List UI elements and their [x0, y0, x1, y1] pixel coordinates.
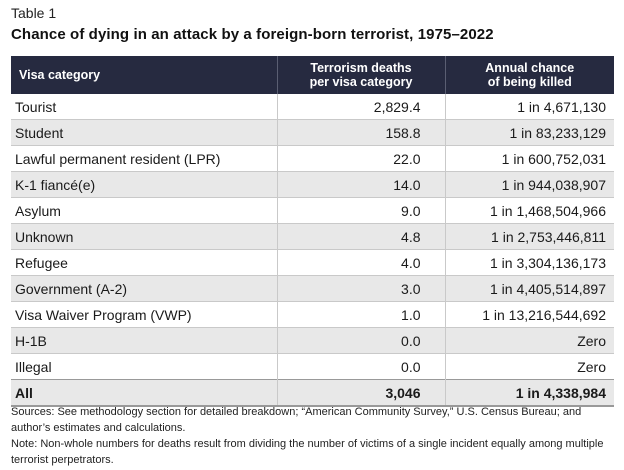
header-terrorism-deaths: Terrorism deaths per visa category	[276, 56, 445, 94]
cell-chance: 1 in 2,753,446,811	[444, 223, 614, 250]
cell-chance: 1 in 600,752,031	[444, 145, 614, 172]
table-row: Unknown 4.8 1 in 2,753,446,811	[11, 223, 614, 250]
cell-deaths: 2,829.4	[276, 94, 445, 120]
cell-chance: 1 in 4,671,130	[444, 94, 614, 120]
table-notes: Sources: See methodology section for det…	[11, 404, 617, 468]
cell-category: H-1B	[11, 327, 277, 354]
header-visa-category: Visa category	[11, 56, 277, 94]
cell-deaths: 4.8	[276, 223, 445, 250]
table-row: Government (A-2) 3.0 1 in 4,405,514,897	[11, 275, 614, 302]
table-title: Chance of dying in an attack by a foreig…	[11, 26, 494, 43]
header-deaths-line1: Terrorism deaths	[310, 61, 412, 75]
header-annual-chance: Annual chance of being killed	[444, 56, 614, 94]
sources-note: Sources: See methodology section for det…	[11, 406, 582, 434]
table-row: K-1 fiancé(e) 14.0 1 in 944,038,907	[11, 171, 614, 198]
cell-category: K-1 fiancé(e)	[11, 171, 277, 198]
table-row: Student 158.8 1 in 83,233,129	[11, 119, 614, 146]
cell-chance: 1 in 4,405,514,897	[444, 275, 614, 302]
cell-deaths: 158.8	[276, 119, 445, 146]
cell-chance: 1 in 83,233,129	[444, 119, 614, 146]
table-row: Lawful permanent resident (LPR) 22.0 1 i…	[11, 145, 614, 172]
header-chance-line1: Annual chance	[485, 61, 575, 75]
table-row: Refugee 4.0 1 in 3,304,136,173	[11, 249, 614, 276]
total-deaths: 3,046	[276, 379, 445, 407]
table-row: Visa Waiver Program (VWP) 1.0 1 in 13,21…	[11, 301, 614, 328]
table-row: Illegal 0.0 Zero	[11, 353, 614, 380]
cell-deaths: 4.0	[276, 249, 445, 276]
cell-category: Refugee	[11, 249, 277, 276]
cell-category: Asylum	[11, 197, 277, 224]
methodology-note: Note: Non-whole numbers for deaths resul…	[11, 438, 604, 466]
total-category: All	[11, 379, 277, 407]
cell-chance: 1 in 944,038,907	[444, 171, 614, 198]
cell-chance: Zero	[444, 353, 614, 380]
total-row: All 3,046 1 in 4,338,984	[11, 379, 614, 407]
header-deaths-line2: per visa category	[309, 75, 413, 89]
cell-category: Visa Waiver Program (VWP)	[11, 301, 277, 328]
cell-deaths: 22.0	[276, 145, 445, 172]
header-row: Visa category Terrorism deaths per visa …	[11, 56, 614, 94]
cell-deaths: 14.0	[276, 171, 445, 198]
table-row: Tourist 2,829.4 1 in 4,671,130	[11, 94, 614, 120]
cell-category: Student	[11, 119, 277, 146]
cell-category: Lawful permanent resident (LPR)	[11, 145, 277, 172]
cell-chance: Zero	[444, 327, 614, 354]
cell-category: Government (A-2)	[11, 275, 277, 302]
cell-chance: 1 in 1,468,504,966	[444, 197, 614, 224]
cell-chance: 1 in 3,304,136,173	[444, 249, 614, 276]
header-chance-line2: of being killed	[487, 75, 572, 89]
cell-deaths: 0.0	[276, 327, 445, 354]
cell-chance: 1 in 13,216,544,692	[444, 301, 614, 328]
cell-category: Illegal	[11, 353, 277, 380]
cell-deaths: 1.0	[276, 301, 445, 328]
table-label: Table 1	[11, 5, 57, 21]
cell-deaths: 3.0	[276, 275, 445, 302]
cell-category: Unknown	[11, 223, 277, 250]
total-chance: 1 in 4,338,984	[444, 379, 614, 407]
table-row: Asylum 9.0 1 in 1,468,504,966	[11, 197, 614, 224]
cell-deaths: 9.0	[276, 197, 445, 224]
cell-deaths: 0.0	[276, 353, 445, 380]
visa-terrorism-table: Visa category Terrorism deaths per visa …	[11, 56, 614, 407]
cell-category: Tourist	[15, 98, 57, 115]
table-row: H-1B 0.0 Zero	[11, 327, 614, 354]
